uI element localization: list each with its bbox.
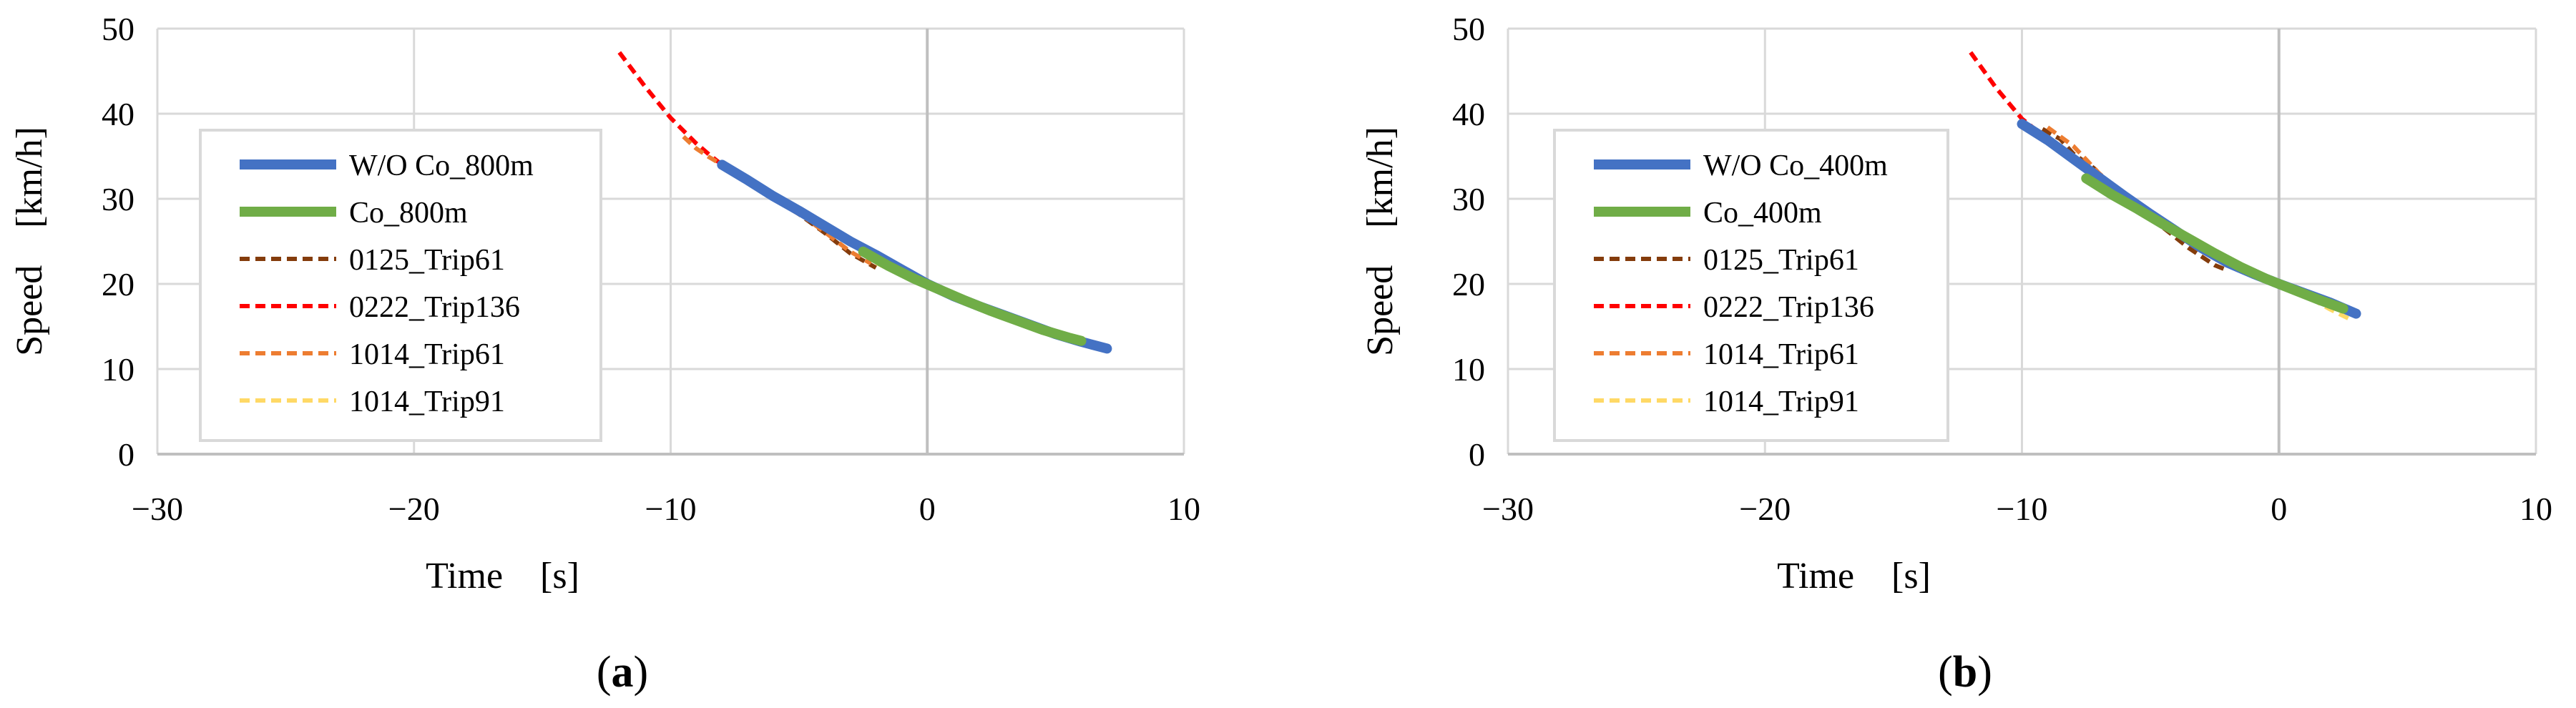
x-tick-label: 0: [2271, 491, 2287, 527]
y-axis-label: Speed [km/h]: [1360, 127, 1401, 356]
chart-panel-b: 0 10 20 30 40 50 −30 −20 −10 0 10 Time [s] Speed [km…: [1360, 11, 2552, 697]
y-tick-label: 20: [102, 266, 134, 303]
legend-box: [199, 129, 602, 442]
x-tick-label: 10: [2519, 491, 2552, 527]
x-tick-label: −30: [1482, 491, 1534, 527]
legend-label: 0125_Trip61: [1703, 244, 1859, 277]
panel-label: (b): [1938, 648, 1992, 697]
y-tick-label: 10: [1452, 351, 1485, 388]
y-axis-label: Speed [km/h]: [9, 127, 50, 356]
x-tick-label: −20: [388, 491, 440, 527]
legend-label: W/O Co_400m: [1703, 149, 1888, 182]
legend-label: 0125_Trip61: [349, 244, 505, 277]
y-tick-label: 30: [102, 181, 134, 217]
legend: W/O Co_400m Co_400m 0125_Trip61 0222_Trip13…: [1553, 129, 1949, 442]
series-line-0222-trip136: [617, 51, 749, 182]
y-tick-label: 40: [102, 96, 134, 132]
panel-letter: a: [612, 648, 634, 697]
series-line-co-800m: [858, 246, 1087, 346]
y-tick-label: 50: [102, 11, 134, 47]
series-line-co-400m: [2081, 173, 2349, 314]
x-tick-label: −10: [645, 491, 697, 527]
y-tick-label: 0: [1469, 436, 1485, 473]
panel-letter: b: [1953, 648, 1977, 697]
x-tick-label: 0: [919, 491, 936, 527]
panel-label: (a): [597, 648, 648, 697]
y-tick-label: 40: [1452, 96, 1485, 132]
legend-box: [1553, 129, 1949, 442]
legend-label: 0222_Trip136: [1703, 291, 1874, 324]
x-axis-label: Time [s]: [426, 556, 579, 596]
legend: W/O Co_800m Co_800m 0125_Trip61 0222_Trip13…: [199, 129, 602, 442]
legend-label: 1014_Trip61: [349, 338, 505, 371]
legend-label: 1014_Trip91: [1703, 385, 1859, 418]
plot-area: [617, 51, 1112, 354]
y-tick-label: 30: [1452, 181, 1485, 217]
legend-label: Co_800m: [349, 197, 468, 230]
y-tick-label: 10: [102, 351, 134, 388]
plot-area: [1969, 51, 2361, 322]
chart-panel-a: 0 10 20 30 40 50 −30 −20 −10 0 10 Time [s] Speed [km…: [9, 11, 1200, 697]
x-axis-label: Time [s]: [1777, 556, 1931, 596]
legend-label: W/O Co_800m: [349, 149, 534, 182]
series-line-w-o-co-800m: [717, 159, 1112, 354]
legend-label: Co_400m: [1703, 197, 1822, 230]
series-line-0125-trip61: [2041, 127, 2229, 272]
legend-label: 0222_Trip136: [349, 291, 520, 324]
legend-label: 1014_Trip91: [349, 385, 505, 418]
x-tick-label: −20: [1739, 491, 1791, 527]
y-tick-label: 50: [1452, 11, 1485, 47]
y-tick-label: 0: [118, 436, 134, 473]
x-tick-label: 10: [1167, 491, 1200, 527]
y-tick-label: 20: [1452, 266, 1485, 303]
series-line-w-o-co-400m: [2017, 119, 2361, 319]
legend-label: 1014_Trip61: [1703, 338, 1859, 371]
x-tick-label: −10: [1997, 491, 2048, 527]
x-tick-label: −30: [132, 491, 183, 527]
